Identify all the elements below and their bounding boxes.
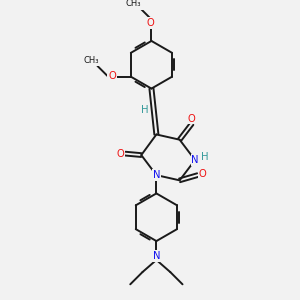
Text: O: O xyxy=(146,18,154,28)
Text: N: N xyxy=(153,170,160,180)
Text: O: O xyxy=(108,71,116,81)
Text: CH₃: CH₃ xyxy=(126,0,141,8)
Text: N: N xyxy=(153,251,160,261)
Text: N: N xyxy=(191,155,199,165)
Text: H: H xyxy=(201,152,208,161)
Text: O: O xyxy=(199,169,207,179)
Text: CH₃: CH₃ xyxy=(84,56,99,65)
Text: O: O xyxy=(116,148,124,159)
Text: H: H xyxy=(141,105,148,115)
Text: O: O xyxy=(188,114,196,124)
